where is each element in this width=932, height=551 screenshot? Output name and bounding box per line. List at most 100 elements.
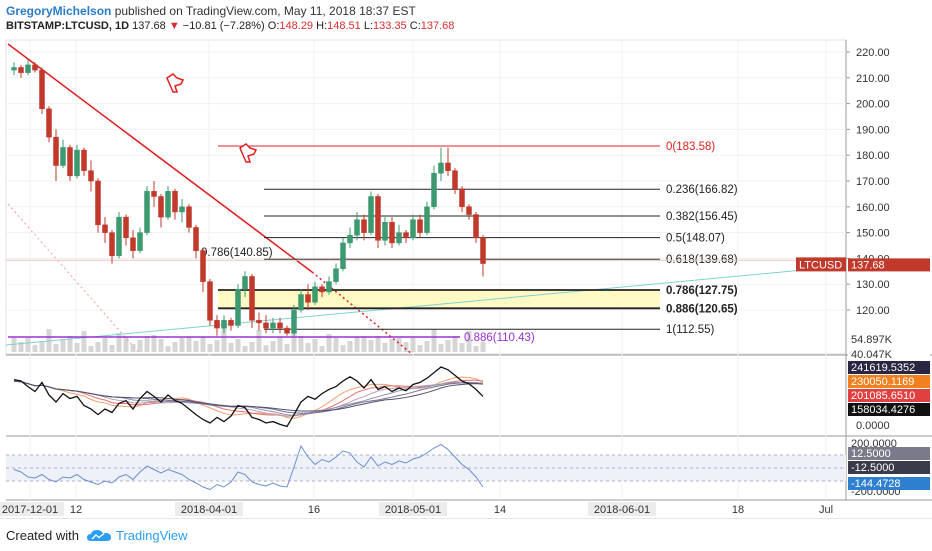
candle-body [88, 170, 94, 182]
volume-bar [67, 336, 73, 352]
purple-level-label: 0.886(110.43) [464, 332, 535, 344]
pointing-hand-icon [239, 143, 258, 163]
candle-body [466, 206, 472, 215]
volume-bar [151, 335, 157, 352]
cci-tag-2: -12.5000 [851, 462, 894, 474]
x-tick-label: 2018-04-01 [181, 504, 237, 516]
volume-bar [459, 343, 465, 352]
tradingview-brand[interactable]: TradingView [116, 528, 188, 543]
fib-level-label: 0.382(156.45) [666, 211, 738, 223]
chart-header: GregoryMichelson published on TradingVie… [0, 0, 932, 36]
candle-body [235, 289, 241, 326]
volume-bar [60, 340, 66, 352]
osc-tag-2-bg [848, 375, 930, 388]
candle-body [326, 281, 332, 293]
candle-body [298, 294, 304, 311]
low-value: 133.35 [373, 20, 407, 32]
y-tick-label: 130.00 [856, 279, 890, 291]
candle-body [284, 327, 290, 334]
volume-bar [291, 332, 297, 352]
candle-body [389, 222, 395, 244]
fib-left-label: 0.786(140.85) [201, 247, 273, 259]
time-axis[interactable]: 2017-12-01 12 2018-04-01 16 2018-05-01 14 2018… [0, 502, 833, 516]
volume-bar [312, 339, 318, 352]
candlestick-series[interactable] [11, 59, 486, 336]
volume-bar [431, 329, 437, 352]
candle-body [431, 173, 437, 208]
volume-bar [340, 345, 346, 352]
candle-body [263, 322, 269, 329]
volume-label: 54.897K [851, 334, 893, 346]
volume-bar [193, 341, 199, 352]
osc-y-label: 0.0000 [856, 420, 890, 432]
candle-body [32, 64, 38, 71]
candle-body [53, 136, 59, 166]
volume-bar [305, 343, 311, 352]
volume-bar [18, 342, 24, 352]
candle-body [144, 191, 150, 233]
volume-bar [284, 344, 290, 352]
volume-bar [32, 345, 38, 352]
osc-tag-4: 158034.4276 [851, 404, 915, 416]
candle-body [158, 196, 164, 218]
osc-tag-1-bg [848, 361, 930, 374]
candle-body [123, 216, 129, 239]
chart-canvas[interactable]: 220.00210.00200.00190.00180.00170.00160.… [0, 0, 932, 518]
candle-body [25, 64, 31, 73]
author-link[interactable]: GregoryMichelson [6, 4, 112, 18]
price-axis[interactable]: 220.00 210.00 200.00 190.00 180.00 170.00 160.… [846, 47, 890, 317]
drawings-layer: 0(183.58) 0.236(166.82) 0.382(156.45) 0.5(1… [5, 43, 847, 355]
candle-body [417, 219, 423, 233]
candle-body [67, 147, 73, 177]
volume-bar [158, 339, 164, 352]
candle-body [249, 276, 255, 321]
volume-bar [116, 333, 122, 352]
volume-bar [473, 346, 479, 352]
candle-body [473, 214, 479, 239]
candle-body [291, 309, 297, 334]
x-tick-label: 2018-05-01 [385, 504, 441, 516]
oscillator-pane[interactable]: 0.0000 [13, 366, 890, 432]
candle-body [60, 147, 66, 166]
x-tick-bg [175, 502, 243, 516]
candle-body [172, 191, 178, 213]
candle-body [200, 250, 206, 282]
candle-body [214, 320, 220, 329]
close-label: C: [409, 20, 421, 32]
volume-bar [109, 345, 115, 352]
volume-bar [137, 340, 143, 352]
pointing-hand-icon [166, 73, 185, 93]
candle-body [46, 108, 52, 138]
last-price-tag-bg [848, 258, 930, 272]
osc-tag-3-bg [848, 389, 930, 402]
resistance-trendline [7, 43, 313, 273]
high-label: H: [316, 20, 328, 32]
osc-tag-1: 241619.5352 [851, 362, 915, 374]
volume-bar [382, 343, 388, 352]
high-value: 148.51 [327, 20, 361, 32]
y-tick-label: 210.00 [856, 73, 890, 85]
candle-body [347, 234, 353, 244]
publish-info: GregoryMichelson published on TradingVie… [6, 4, 416, 18]
candle-body [382, 222, 388, 241]
candle-body [39, 69, 45, 110]
open-value: 148.29 [279, 20, 314, 32]
volume-bar [165, 346, 171, 352]
volume-bar [319, 346, 325, 352]
last-price-tag: 137.68 [851, 259, 885, 271]
volume-bar [207, 344, 213, 352]
symbol-label[interactable]: BITSTAMP:LTCUSD, 1D [6, 20, 130, 32]
volume-bar [445, 340, 451, 352]
candle-body [130, 237, 136, 251]
candle-body [165, 191, 171, 218]
candle-body [186, 206, 192, 228]
volume-bar [480, 342, 486, 352]
candle-body [424, 206, 430, 233]
dotted-channel-line [7, 203, 141, 355]
cci-pane[interactable]: 200.0000-200.0000 [6, 438, 901, 498]
candle-body [116, 216, 122, 257]
osc-tag-4-bg [848, 403, 930, 416]
last-price: 137.68 [132, 20, 166, 32]
volume-bar [88, 346, 94, 352]
